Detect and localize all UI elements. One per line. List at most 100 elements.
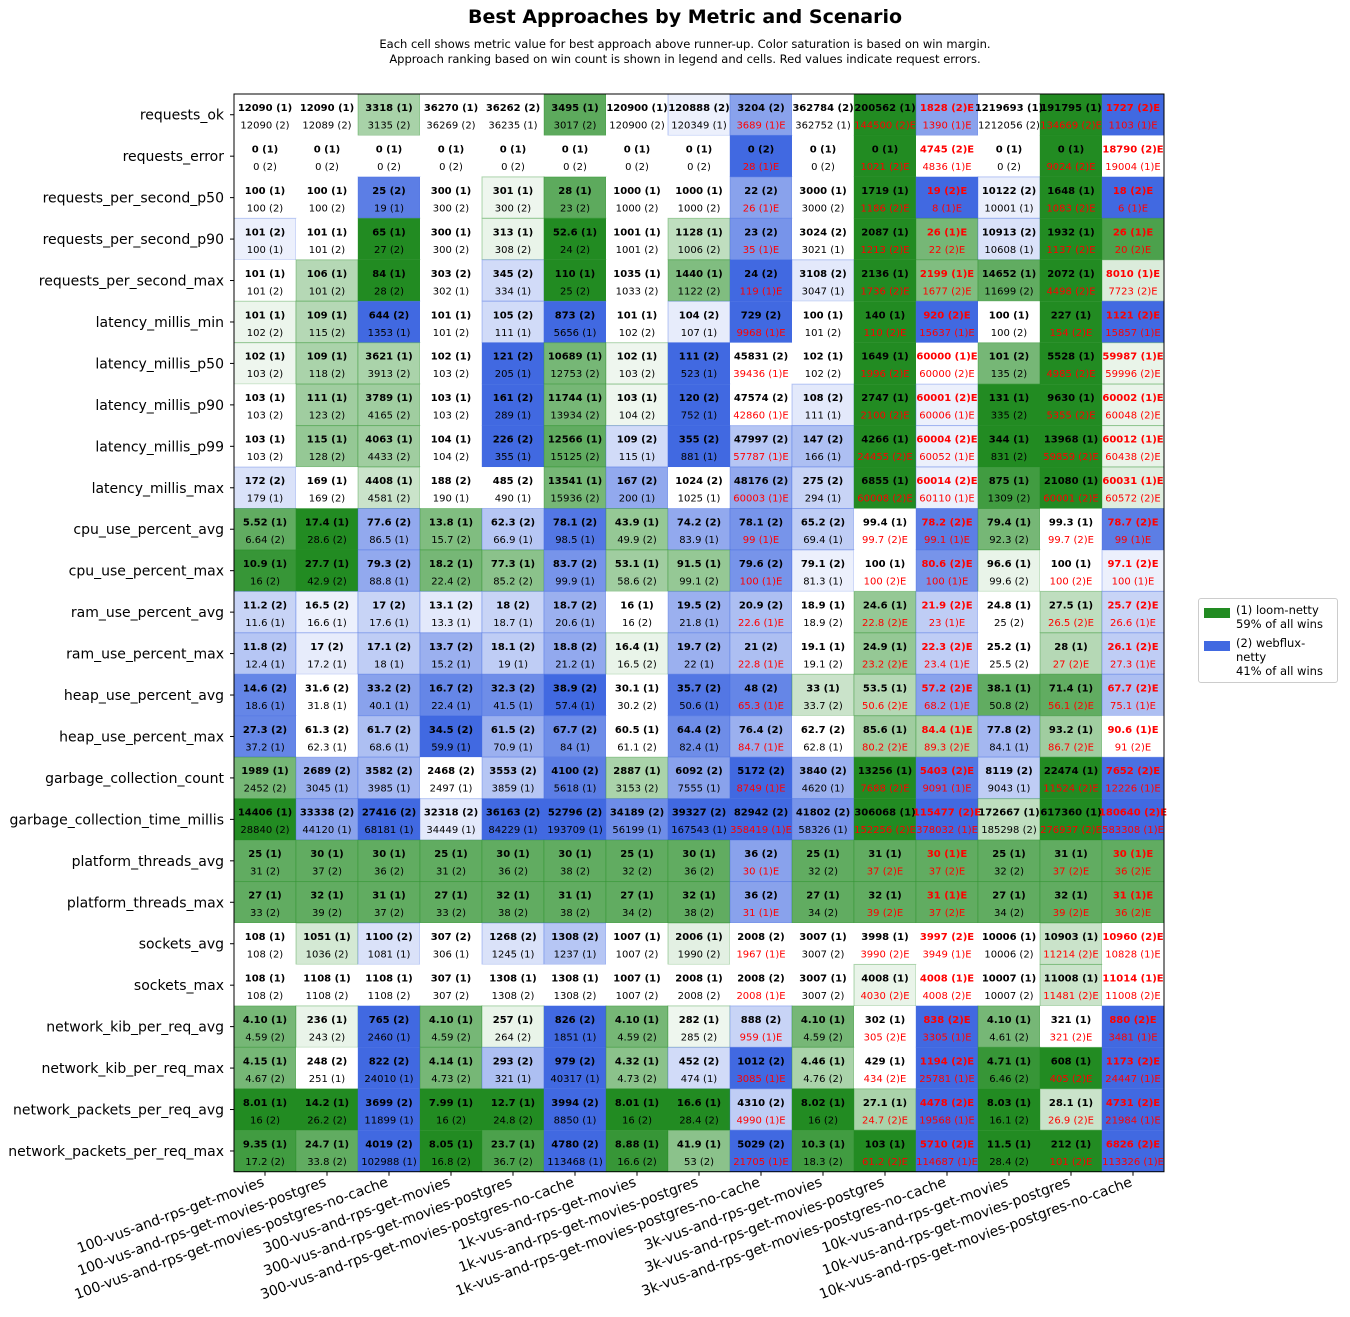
heatmap-cell-requests-error-3k-vus-and-rps-get-movies-postgres bbox=[853, 134, 917, 178]
cell-runner-up-value: 3305 (1)E bbox=[922, 1032, 971, 1043]
cell-best-value: 14.2 (1) bbox=[305, 1098, 349, 1109]
cell-best-value: 76.4 (2) bbox=[739, 725, 783, 736]
heatmap-cell-ram-use-percent-avg-10k-vus-and-rps-get-movies-postgres-no-cache bbox=[1101, 590, 1165, 634]
cell-best-value: 0 (1) bbox=[438, 144, 465, 155]
cell-best-value: 101 (2) bbox=[245, 227, 285, 238]
cell-best-value: 38.9 (2) bbox=[553, 683, 597, 694]
cell-runner-up-value: 1122 (2) bbox=[678, 286, 721, 297]
cell-runner-up-value: 4.73 (2) bbox=[431, 1074, 471, 1085]
cell-runner-up-value: 18 (1) bbox=[374, 659, 404, 670]
heatmap-cell-latency-millis-p50-1k-vus-and-rps-get-movies bbox=[605, 342, 669, 385]
cell-best-value: 18790 (2)E bbox=[1102, 144, 1163, 155]
cell-best-value: 111 (2) bbox=[679, 352, 719, 363]
cell-best-value: 115 (1) bbox=[307, 435, 347, 446]
chart-legend: (1) loom-netty 59% of all wins (2) webfl… bbox=[1198, 598, 1338, 683]
heatmap-cell-latency-millis-p99-1k-vus-and-rps-get-movies bbox=[605, 425, 669, 468]
cell-runner-up-value: 18.9 (2) bbox=[803, 618, 843, 629]
cell-runner-up-value: 9043 (1) bbox=[988, 784, 1031, 795]
cell-runner-up-value: 103 (2) bbox=[433, 411, 470, 422]
cell-runner-up-value: 16.1 (2) bbox=[989, 1115, 1029, 1126]
cell-best-value: 60001 (2)E bbox=[916, 393, 977, 404]
cell-runner-up-value: 11.6 (1) bbox=[245, 618, 285, 629]
cell-best-value: 33 (1) bbox=[806, 683, 840, 694]
cell-runner-up-value: 100 (2) bbox=[991, 328, 1028, 339]
cell-best-value: 18 (2) bbox=[496, 600, 530, 611]
cell-best-value: 110 (1) bbox=[555, 269, 595, 280]
cell-best-value: 12090 (1) bbox=[300, 103, 354, 114]
heatmap-cells bbox=[233, 93, 1165, 1173]
cell-best-value: 31 (1) bbox=[1054, 849, 1088, 860]
cell-runner-up-value: 10828 (1)E bbox=[1105, 950, 1160, 961]
cell-best-value: 16.4 (1) bbox=[615, 642, 659, 653]
heatmap-cell-network-kib-per-req-max-3k-vus-and-rps-get-movies-postgres-no-cache bbox=[915, 1046, 979, 1090]
y-tick-label-requests-per-second-p90: requests_per_second_p90 bbox=[43, 232, 224, 248]
heatmap-cell-heap-use-percent-max-3k-vus-and-rps-get-movies-postgres bbox=[853, 715, 917, 758]
heatmap-cell-latency-millis-p50-3k-vus-and-rps-get-movies-postgres-no-cache bbox=[916, 342, 978, 385]
cell-runner-up-value: 7688 (2)E bbox=[860, 784, 909, 795]
cell-best-value: 102 (1) bbox=[803, 352, 843, 363]
cell-runner-up-value: 294 (1) bbox=[805, 494, 842, 505]
cell-runner-up-value: 9024 (2)E bbox=[1046, 162, 1095, 173]
cell-best-value: 106 (1) bbox=[307, 269, 347, 280]
cell-best-value: 25 (1) bbox=[620, 849, 654, 860]
heatmap-cell-platform-threads-avg-3k-vus-and-rps-get-movies bbox=[791, 839, 855, 883]
heatmap-cell-requests-per-second-p90-3k-vus-and-rps-get-movies-postgres bbox=[853, 217, 917, 261]
cell-best-value: 12.7 (1) bbox=[491, 1098, 535, 1109]
cell-best-value: 1194 (2)E bbox=[920, 1056, 974, 1067]
cell-runner-up-value: 101 (2) bbox=[309, 286, 346, 297]
heatmap-cell-requests-error-1k-vus-and-rps-get-movies-postgres bbox=[668, 135, 730, 177]
heatmap-cell-requests-per-second-p50-300-vus-and-rps-get-movies-postgres bbox=[481, 176, 545, 219]
heatmap-cell-network-packets-per-req-max-1k-vus-and-rps-get-movies bbox=[605, 1129, 669, 1173]
cell-runner-up-value: 15125 (2) bbox=[550, 452, 599, 463]
cell-best-value: 1108 (1) bbox=[365, 973, 412, 984]
cell-best-value: 102 (1) bbox=[245, 352, 285, 363]
heatmap-cell-latency-millis-p90-3k-vus-and-rps-get-movies-postgres-no-cache bbox=[915, 383, 979, 427]
cell-runner-up-value: 34 (2) bbox=[994, 908, 1024, 919]
cell-best-value: 60012 (1)E bbox=[1102, 435, 1163, 446]
heatmap-cell-network-kib-per-req-avg-10k-vus-and-rps-get-movies-postgres bbox=[1040, 1005, 1102, 1048]
cell-best-value: 24.9 (1) bbox=[863, 642, 907, 653]
cell-best-value: 826 (2) bbox=[555, 1015, 595, 1026]
cell-best-value: 77.6 (2) bbox=[367, 518, 411, 529]
cell-best-value: 729 (2) bbox=[741, 310, 781, 321]
cell-runner-up-value: 1033 (2) bbox=[616, 286, 659, 297]
cell-best-value: 48176 (2) bbox=[734, 476, 788, 487]
cell-runner-up-value: 60572 (2)E bbox=[1105, 494, 1160, 505]
cell-best-value: 91.5 (1) bbox=[677, 559, 721, 570]
cell-best-value: 3789 (1) bbox=[365, 393, 412, 404]
cell-best-value: 17.4 (1) bbox=[305, 518, 349, 529]
cell-best-value: 4310 (2) bbox=[737, 1098, 784, 1109]
cell-runner-up-value: 8 (1)E bbox=[932, 203, 962, 214]
heatmap-cell-garbage-collection-count-100-vus-and-rps-get-movies-postgres-no-cache bbox=[357, 756, 421, 800]
cell-runner-up-value: 119 (1)E bbox=[740, 286, 783, 297]
cell-best-value: 103 (1) bbox=[245, 393, 285, 404]
cell-runner-up-value: 321 (1) bbox=[495, 1074, 532, 1085]
cell-runner-up-value: 115 (1) bbox=[619, 452, 656, 463]
cell-best-value: 4063 (1) bbox=[365, 435, 412, 446]
heatmap-cell-network-kib-per-req-max-10k-vus-and-rps-get-movies bbox=[977, 1046, 1041, 1090]
heatmap-cell-network-kib-per-req-avg-3k-vus-and-rps-get-movies-postgres-no-cache bbox=[915, 1005, 979, 1048]
cell-best-value: 4100 (2) bbox=[551, 766, 598, 777]
cell-runner-up-value: 39436 (1)E bbox=[733, 369, 788, 380]
cell-best-value: 100 (1) bbox=[989, 310, 1029, 321]
cell-runner-up-value: 3985 (1) bbox=[368, 784, 411, 795]
y-tick-label-ram-use-percent-avg: ram_use_percent_avg bbox=[71, 605, 224, 621]
cell-runner-up-value: 2497 (1) bbox=[430, 784, 473, 795]
cell-best-value: 306068 (1) bbox=[854, 808, 915, 819]
heatmap-cell-heap-use-percent-max-1k-vus-and-rps-get-movies-postgres-no-cache bbox=[729, 715, 793, 758]
cell-best-value: 4731 (2)E bbox=[1106, 1098, 1160, 1109]
heatmap-cell-requests-error-10k-vus-and-rps-get-movies bbox=[978, 135, 1040, 177]
cell-best-value: 18.1 (2) bbox=[491, 642, 535, 653]
cell-runner-up-value: 37 (2)E bbox=[1053, 867, 1089, 878]
cell-runner-up-value: 1036 (2) bbox=[306, 950, 349, 961]
cell-best-value: 22 (2) bbox=[744, 186, 778, 197]
cell-runner-up-value: 82.4 (1) bbox=[679, 742, 719, 753]
heatmap-cell-cpu-use-percent-max-1k-vus-and-rps-get-movies-postgres bbox=[667, 549, 731, 592]
heatmap-cell-latency-millis-p50-3k-vus-and-rps-get-movies-postgres bbox=[853, 342, 917, 385]
cell-best-value: 34189 (2) bbox=[610, 808, 664, 819]
cell-runner-up-value: 33.7 (2) bbox=[803, 701, 843, 712]
cell-runner-up-value: 100 (1)E bbox=[740, 576, 783, 587]
cell-best-value: 4019 (2) bbox=[365, 1139, 412, 1150]
cell-runner-up-value: 21.8 (1) bbox=[679, 618, 719, 629]
heatmap-cell-latency-millis-p90-100-vus-and-rps-get-movies bbox=[234, 384, 296, 426]
